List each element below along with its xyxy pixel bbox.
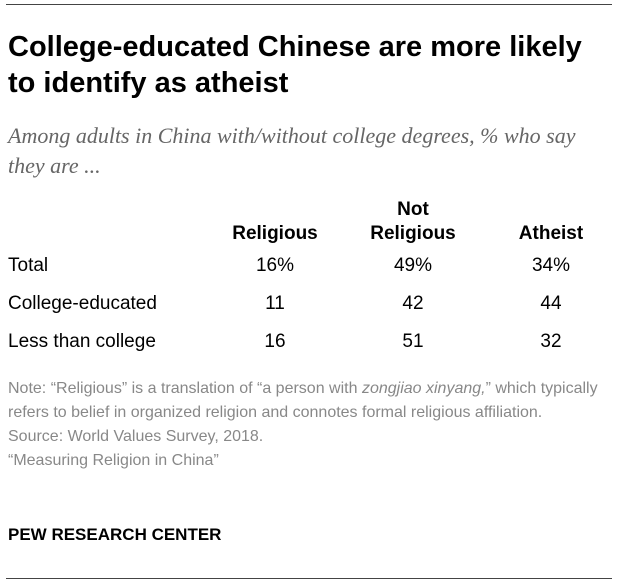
- cell-total-not-religious: 49%: [393, 255, 433, 276]
- cell-college-religious: 11: [265, 293, 285, 314]
- report-title: “Measuring Religion in China”: [8, 452, 219, 469]
- cell-less-religious: 16: [264, 331, 286, 352]
- chart-title: College-educated Chinese are more likely…: [8, 31, 582, 99]
- cell-less-atheist: 32: [540, 331, 562, 352]
- source-text: Source: World Values Survey, 2018.: [8, 428, 264, 445]
- column-header-line: Not: [397, 199, 429, 220]
- top-rule: [6, 4, 612, 5]
- note-text: Note: “Religious” is a translation of “a…: [8, 377, 612, 425]
- column-header-not-religious: Not Religious: [343, 198, 483, 246]
- row-label-total: Total: [8, 255, 49, 276]
- org-logo-text: PEW RESEARCH CENTER: [8, 525, 222, 544]
- cell-less-not-religious: 51: [402, 331, 424, 352]
- cell-college-not-religious: 42: [402, 293, 424, 314]
- cell-total-religious: 16%: [255, 255, 295, 276]
- column-header-line: Religious: [232, 223, 318, 244]
- cell-college-atheist: 44: [540, 293, 562, 314]
- cell-total-atheist: 34%: [531, 255, 571, 276]
- column-header-line: Atheist: [518, 223, 584, 244]
- column-header-religious: Religious: [205, 222, 345, 246]
- note-suffix: ” which typically refers to belief in or…: [8, 380, 598, 421]
- note-italic-term: zongjiao xinyang,: [361, 380, 486, 397]
- column-header-atheist: Atheist: [481, 222, 620, 246]
- bottom-rule: [6, 578, 612, 579]
- note-prefix: Note: “Religious” is a translation of “a…: [8, 380, 362, 397]
- row-label-less-than-college: Less than college: [8, 331, 156, 352]
- chart-subtitle: Among adults in China with/without colle…: [8, 123, 576, 178]
- chart-notes: Note: “Religious” is a translation of “a…: [8, 377, 612, 473]
- row-label-college-educated: College-educated: [8, 293, 157, 314]
- column-header-line: Religious: [370, 223, 456, 244]
